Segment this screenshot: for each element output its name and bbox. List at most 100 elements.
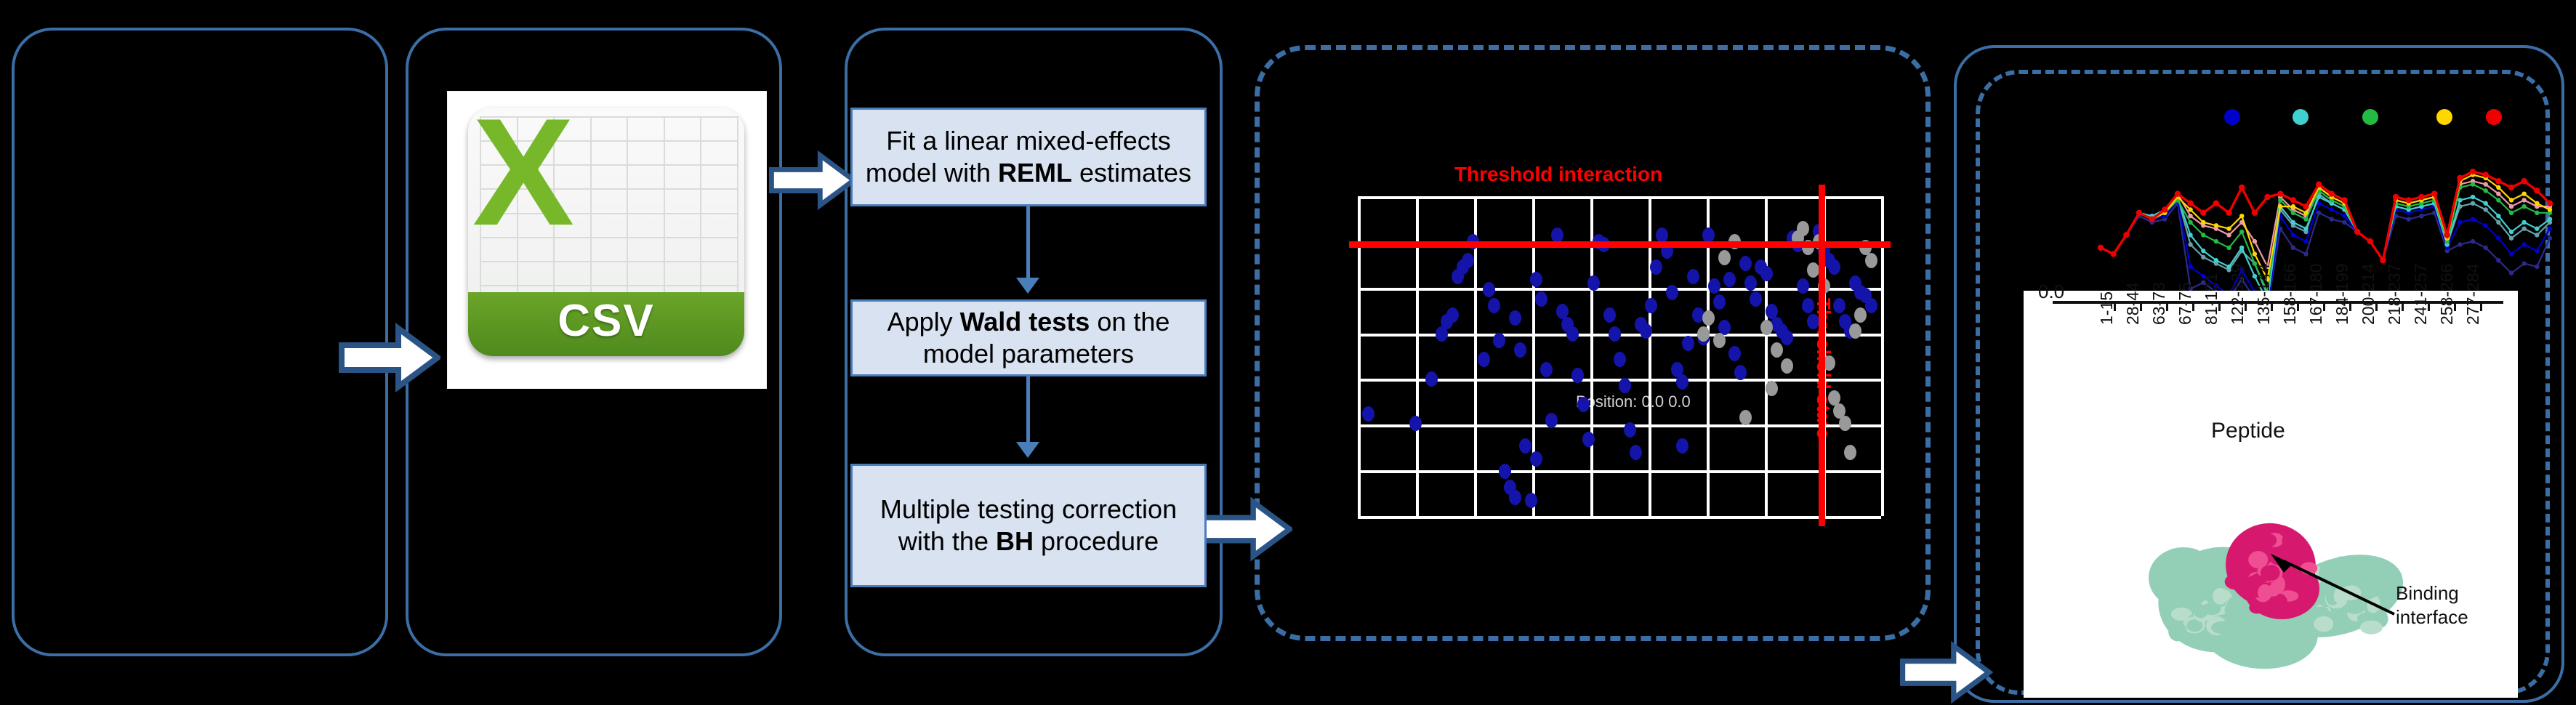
peptide-tick-label: 241-257 xyxy=(2411,264,2431,325)
protein-surface-blob xyxy=(2168,622,2186,642)
peptide-series-point xyxy=(2341,197,2347,203)
peptide-series-point xyxy=(2188,242,2192,246)
arrow-csv-to-analysis xyxy=(769,144,856,217)
peptide-series-point xyxy=(2317,211,2321,215)
peptide-series-point xyxy=(2188,265,2192,269)
peptide-x-axis xyxy=(2053,301,2503,304)
protein-surface-blob xyxy=(2225,574,2247,590)
peptide-series-point xyxy=(2471,201,2475,206)
figure-white-card: 0.0 1-1528-4463-7367-7581-101122-129135-… xyxy=(2024,291,2518,698)
scatter-point xyxy=(1676,438,1689,454)
peptide-series-point xyxy=(2291,204,2295,209)
scatter-point xyxy=(1587,275,1600,291)
step3-part3: procedure xyxy=(1034,526,1159,556)
peptide-series-point xyxy=(2548,236,2552,241)
peptide-series-point xyxy=(2547,201,2553,206)
scatter-point xyxy=(1640,323,1652,339)
scatter-point xyxy=(1865,298,1877,313)
peptide-series-point xyxy=(2483,172,2489,177)
peptide-series-point xyxy=(2535,233,2539,237)
peptide-series-point xyxy=(2316,181,2322,187)
scatter-point xyxy=(1462,253,1474,268)
peptide-series-point xyxy=(2509,230,2513,234)
peptide-series-point xyxy=(2509,204,2513,209)
peptide-axis-tick xyxy=(2402,301,2404,311)
peptide-series-point xyxy=(2471,217,2475,221)
peptide-series-point xyxy=(2484,201,2488,206)
scatter-point xyxy=(1744,275,1757,291)
peptide-series-point xyxy=(2535,201,2539,206)
peptide-axis-tick xyxy=(2297,301,2299,311)
peptide-series-point xyxy=(2535,249,2539,253)
peptide-series-point xyxy=(2496,198,2500,202)
scatter-point xyxy=(1781,358,1793,374)
arrow-analysis-to-plot xyxy=(1198,493,1292,565)
scatter-point xyxy=(1645,298,1657,313)
scatter-point xyxy=(1781,330,1793,345)
csv-grid-line xyxy=(737,116,738,292)
peptide-tick-label: 184-199 xyxy=(2333,264,2352,325)
scatter-point xyxy=(1728,346,1741,361)
peptide-series-point xyxy=(2239,230,2244,234)
peptide-series-point xyxy=(2239,185,2245,190)
peptide-series-point xyxy=(2548,217,2552,221)
scatter-point xyxy=(1619,378,1631,393)
peptide-series-point xyxy=(2470,169,2476,174)
scatter-point xyxy=(1750,291,1762,307)
scatter-point xyxy=(1865,253,1877,268)
scatter-point xyxy=(1535,291,1547,307)
protein-surface-blob xyxy=(2247,576,2261,586)
scatter-point xyxy=(1582,432,1595,447)
peptide-tick-label: 167-180 xyxy=(2306,264,2326,325)
scatter-point xyxy=(1713,294,1726,310)
peptide-series-point xyxy=(2303,211,2308,215)
scatter-point xyxy=(1577,397,1590,412)
peptide-series-point xyxy=(2175,190,2181,196)
peptide-series-point xyxy=(2342,214,2346,218)
peptide-tick-label: 218-237 xyxy=(2385,264,2404,325)
peptide-series-point xyxy=(2201,220,2205,225)
scatter-point xyxy=(1723,272,1736,287)
scatter-point xyxy=(1760,320,1773,335)
scatter-point xyxy=(1609,326,1621,342)
peptide-series-point xyxy=(2303,251,2308,256)
peptide-series-point xyxy=(2214,258,2218,262)
threshold-scatter-chart: Position: 0.0 0.0 Threshold state xyxy=(1308,131,1890,552)
peptide-series-point xyxy=(2521,204,2526,209)
peptide-series-point xyxy=(2110,251,2116,257)
connector-arrowhead-1 xyxy=(1016,278,1039,294)
scatter-point xyxy=(1713,333,1726,348)
peptide-series-point xyxy=(2458,242,2462,246)
peptide-series-point xyxy=(2201,249,2205,253)
peptide-series-point xyxy=(2419,214,2423,218)
peptide-axis-tick xyxy=(2114,301,2116,311)
scatter-point xyxy=(1771,342,1783,358)
step2-part1: Apply xyxy=(887,307,960,337)
peptide-tick-label: 258-266 xyxy=(2437,264,2457,325)
peptide-series-point xyxy=(2277,190,2283,196)
scatter-point xyxy=(1766,381,1778,396)
scatter-point xyxy=(1666,285,1678,300)
peptide-tick-label: 122-129 xyxy=(2228,264,2247,325)
peptide-series-point xyxy=(2521,178,2527,184)
peptide-series-point xyxy=(2098,245,2104,251)
peptide-series-point xyxy=(2149,216,2154,222)
peptide-series-point xyxy=(2188,233,2192,237)
arrow-to-results xyxy=(1899,640,1993,705)
connector-step2-step3 xyxy=(1026,376,1030,443)
peptide-series-point xyxy=(2418,194,2424,200)
peptide-series-point xyxy=(2291,220,2295,225)
scatter-gridline-h xyxy=(1358,516,1881,519)
peptide-series-point xyxy=(2471,195,2475,199)
excel-x-glyph: X xyxy=(472,108,574,241)
peptide-tick-label: 158-166 xyxy=(2280,264,2300,325)
peptide-series-point xyxy=(2226,246,2231,250)
peptide-series-point xyxy=(2201,233,2205,237)
peptide-axis-label: Peptide xyxy=(2211,419,2285,443)
scatter-point xyxy=(1844,445,1856,460)
scatter-point xyxy=(1833,298,1846,313)
peptide-series-point xyxy=(2226,210,2231,216)
scatter-point xyxy=(1682,336,1694,351)
peptide-series-point xyxy=(2444,232,2450,238)
csv-label-band: CSV xyxy=(468,292,744,356)
